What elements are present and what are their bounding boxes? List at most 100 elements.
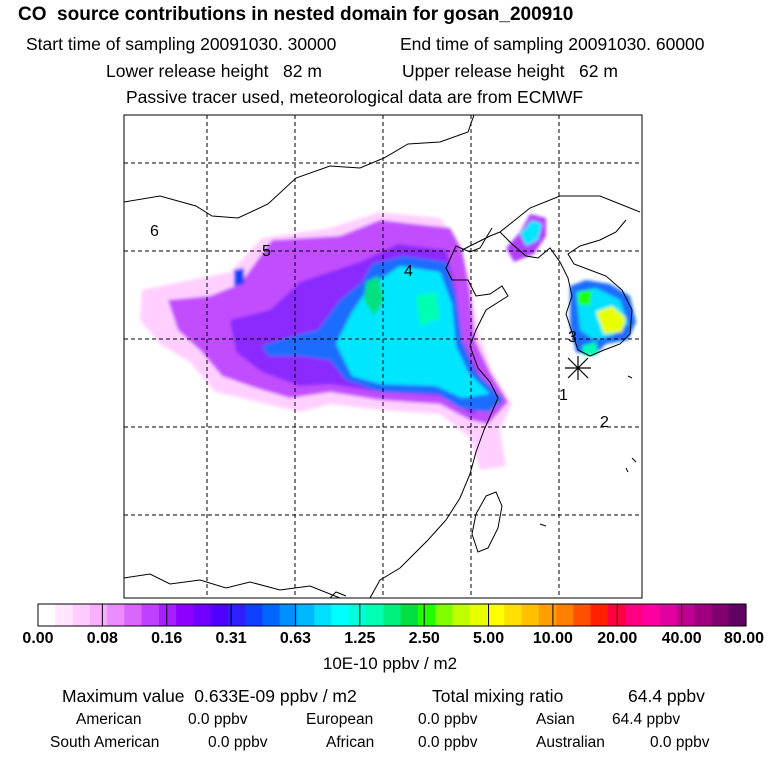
chart-title: CO source contributions in nested domain…: [18, 4, 574, 25]
colorbar-frame: [37, 603, 747, 627]
colorbar-swatch: [694, 604, 713, 626]
colorbar-tick-label: 0.63: [279, 630, 312, 647]
region-value-australian: 0.0 ppbv: [650, 734, 710, 751]
start-time-label: Start time of sampling 20091030. 30000: [26, 34, 337, 54]
lower-release-label: Lower release height 82 m: [106, 61, 322, 81]
colorbar-tick-label: 0.16: [151, 630, 183, 647]
colorbar-swatch: [676, 604, 695, 626]
island-dot-2: [631, 457, 637, 463]
end-time-label: End time of sampling 20091030. 60000: [400, 34, 705, 54]
colorbar-swatch: [107, 604, 125, 626]
region-name-african: African: [326, 734, 375, 751]
plume-liaodong-core: [520, 220, 542, 246]
colorbar-tick-label: 20.00: [597, 630, 638, 647]
region-label-2: 2: [600, 414, 609, 431]
total-mixing-ratio-value: 64.4 ppbv: [628, 686, 705, 706]
colorbar-tick-label: 40.00: [661, 630, 702, 647]
colorbar-swatch: [158, 604, 177, 626]
total-mixing-ratio-label: Total mixing ratio: [432, 686, 564, 706]
maximum-value-label: Maximum value 0.633E-09 ppbv / m2: [62, 686, 357, 706]
colorbar-swatch: [141, 604, 160, 626]
colorbar-swatch: [210, 604, 229, 626]
colorbar-swatch: [590, 604, 609, 626]
region-label-3: 3: [568, 329, 577, 346]
colorbar-swatch: [176, 604, 195, 626]
coastline-liaodong: [499, 231, 561, 263]
colorbar-swatch: [573, 604, 592, 626]
colorbar-swatch: [38, 604, 56, 626]
plume-small-spot: [234, 268, 244, 286]
coastline-north-border: [124, 115, 475, 219]
colorbar-swatch: [452, 604, 471, 626]
colorbar-swatch: [711, 604, 730, 626]
coastline-bohai: [461, 231, 501, 251]
colorbar-swatch: [55, 604, 74, 626]
colorbar-swatch: [262, 604, 281, 626]
region-name-australian: Australian: [536, 734, 605, 751]
colorbar-swatch: [193, 604, 212, 626]
region-name-american: American: [76, 711, 142, 728]
plume-green-spot: [364, 276, 384, 316]
coastline-korea-west: [559, 261, 591, 357]
region-value-south-american: 0.0 ppbv: [208, 734, 268, 751]
region-name-european: European: [306, 711, 374, 728]
region-value-african: 0.0 ppbv: [418, 734, 478, 751]
coastline-sw-border: [124, 573, 341, 598]
colorbar-swatch: [659, 604, 678, 626]
colorbar-swatch: [245, 604, 264, 626]
region-value-american: 0.0 ppbv: [188, 711, 248, 728]
map-area: [124, 115, 642, 598]
plume-korea-green: [578, 290, 592, 306]
coastline-korea-east: [567, 219, 633, 357]
plume-korea-yellow: [596, 306, 626, 334]
colorbar-tick-label: 10.00: [532, 630, 573, 647]
region-value-asian: 64.4 ppbv: [612, 711, 681, 728]
coastlines: [124, 115, 641, 598]
colorbar-swatch: [297, 604, 315, 626]
colorbar-swatch: [348, 604, 367, 626]
coastline-china-east: [369, 227, 509, 598]
colorbar-swatch: [227, 604, 246, 626]
colorbar: [37, 603, 747, 627]
colorbar-units: 10E-10 ppbv / m2: [322, 654, 458, 673]
colorbar-tick-label: 1.25: [344, 630, 376, 647]
island-dot-4: [539, 523, 547, 527]
colorbar-swatch: [625, 604, 643, 626]
coastline-northeast: [499, 195, 641, 233]
colorbar-swatch: [279, 604, 298, 626]
colorbar-tick-label: 80.00: [723, 630, 765, 647]
region-name-asian: Asian: [536, 711, 575, 728]
region-label-6: 6: [150, 223, 159, 240]
colorbar-swatch: [366, 604, 384, 626]
region-name-south-american: South American: [50, 734, 160, 751]
graticule: [124, 115, 642, 598]
colorbar-swatch: [435, 604, 454, 626]
colorbar-swatch: [486, 604, 505, 626]
colorbar-swatch: [642, 604, 661, 626]
region-labels: 1 2 3 4 5 6: [150, 223, 609, 431]
region-label-5: 5: [262, 243, 271, 260]
colorbar-tick-label: 2.50: [408, 630, 440, 647]
colorbar-swatch: [400, 604, 419, 626]
colorbar-swatch: [556, 604, 574, 626]
receptor-star-icon: [565, 356, 591, 380]
colorbar-swatch: [728, 604, 747, 626]
colorbar-swatch: [521, 604, 540, 626]
meteorology-note: Passive tracer used, meteorological data…: [126, 87, 584, 107]
upper-release-label: Upper release height 62 m: [402, 61, 618, 81]
colorbar-swatch: [538, 604, 557, 626]
colorbar-swatch: [72, 604, 91, 626]
coastline-hainan: [329, 591, 347, 598]
coastline-taiwan: [471, 491, 503, 553]
colorbar-swatch: [504, 604, 523, 626]
colorbar-swatch: [331, 604, 350, 626]
region-value-european: 0.0 ppbv: [418, 711, 478, 728]
colorbar-tick-label: 5.00: [472, 630, 505, 647]
colorbar-tick-label: 0.00: [22, 630, 54, 647]
region-label-1: 1: [559, 387, 568, 404]
map-frame: [123, 114, 643, 599]
colorbar-swatch: [314, 604, 333, 626]
plume-jeju-spot: [582, 342, 598, 356]
region-label-4: 4: [404, 263, 413, 280]
